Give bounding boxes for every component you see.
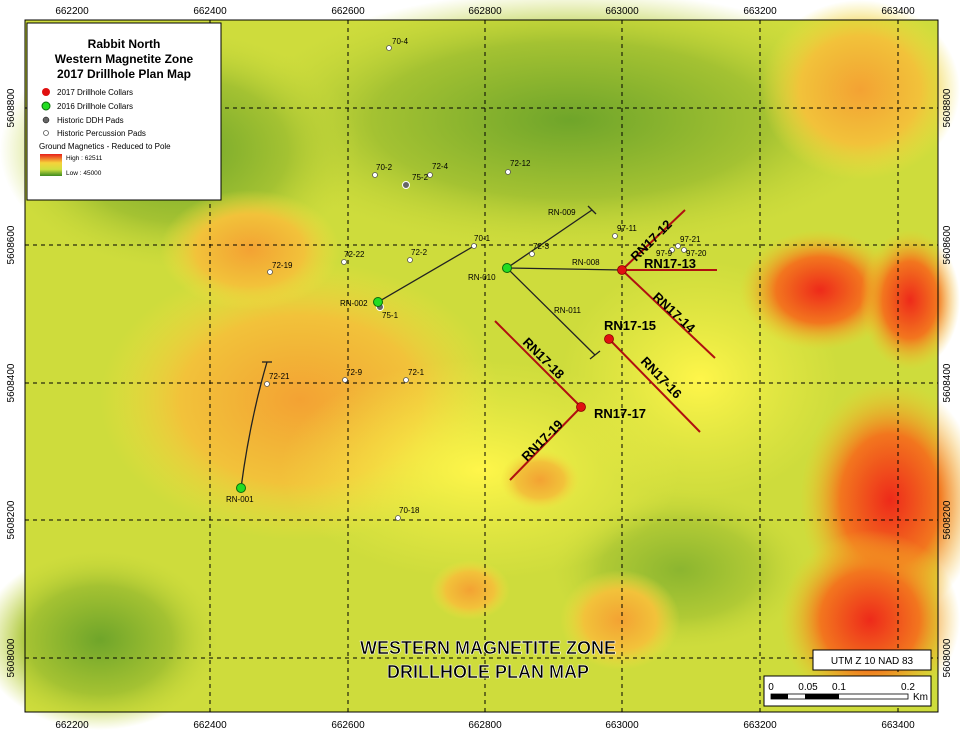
pad-label: 97-11: [617, 224, 637, 233]
legend-item: 2017 Drillhole Collars: [57, 88, 133, 97]
labels-2016: RN-001 RN-002 RN-010 RN-009 RN-008 RN-01…: [226, 208, 600, 504]
traces-2017: [494, 209, 717, 481]
x-label: 662800: [468, 720, 502, 731]
hole-label: RN17-17: [594, 406, 646, 421]
map-frame: [24, 19, 939, 713]
pad-label: 72-9: [346, 368, 363, 377]
pad-label: 72-3: [533, 242, 550, 251]
scale-bar: 0 0.05 0.1 0.2 Km: [763, 675, 932, 707]
x-label: 662400: [193, 720, 227, 731]
x-label: 663200: [743, 720, 777, 731]
hole-label: RN17-13: [644, 256, 696, 271]
legend-title: Western Magnetite Zone: [55, 52, 194, 66]
hole-label: RN17-15: [604, 318, 656, 333]
x-label: 662600: [331, 720, 365, 731]
y-label: 5608800: [942, 88, 953, 127]
legend-high: High : 62511: [66, 155, 103, 162]
y-label: 5608000: [6, 638, 17, 677]
legend-item: 2016 Drillhole Collars: [57, 102, 133, 111]
trace: [506, 209, 593, 269]
x-label: 662200: [55, 6, 89, 17]
title-line: WESTERN MAGNETITE ZONE: [360, 638, 616, 658]
pads: [264, 45, 687, 521]
trace: [240, 361, 268, 489]
x-label: 663400: [881, 720, 915, 731]
trace: [509, 406, 582, 481]
traces-2016: [240, 205, 623, 489]
pad-label: 75-2: [412, 173, 429, 182]
pad-label: 72-2: [411, 248, 428, 257]
legend-item: Historic DDH Pads: [57, 116, 124, 125]
scale-label: 0.2: [901, 682, 915, 693]
pad-label: 97-20: [686, 249, 707, 258]
x-label: 663400: [881, 6, 915, 17]
scale-label: 0: [768, 682, 774, 693]
legend-item: Historic Percussion Pads: [57, 129, 146, 138]
pad-label: 75-1: [382, 311, 399, 320]
grid: [25, 20, 938, 712]
trace: [608, 338, 701, 433]
pad-label: 72-12: [510, 159, 531, 168]
collars-2016: [236, 263, 512, 493]
x-label: 662200: [55, 720, 89, 731]
y-label: 5608200: [6, 500, 17, 539]
x-label: 662800: [468, 6, 502, 17]
x-label: 663200: [743, 6, 777, 17]
hole-label: RN-010: [468, 273, 496, 282]
legend-low: Low : 45000: [66, 170, 102, 177]
y-label: 5608400: [942, 363, 953, 402]
pad-labels: 70-4 70-2 72-4 75-2 72-12 72-22 72-2 70-…: [269, 37, 707, 515]
y-label: 5608400: [6, 363, 17, 402]
pad-label: 72-4: [432, 162, 449, 171]
trace: [506, 267, 596, 356]
trace: [494, 320, 582, 408]
pad-label: 72-19: [272, 261, 293, 270]
pad-label: 70-18: [399, 506, 420, 515]
pad-label: 70-4: [392, 37, 409, 46]
y-label: 5608600: [942, 225, 953, 264]
projection: UTM Z 10 NAD 83: [831, 656, 914, 667]
x-label: 662600: [331, 6, 365, 17]
scale-label: 0.1: [832, 682, 846, 693]
hole-label: RN-011: [554, 306, 582, 315]
y-label: 5608600: [6, 225, 17, 264]
pad-label: 97-9: [656, 249, 673, 258]
trace: [377, 245, 475, 303]
y-label: 5608200: [942, 500, 953, 539]
pad-label: 97-21: [680, 235, 701, 244]
x-label: 663000: [605, 6, 639, 17]
hole-label: RN-009: [548, 208, 576, 217]
trace: [506, 267, 623, 271]
y-label: 5608000: [942, 638, 953, 677]
scale-label: 0.05: [798, 682, 818, 693]
pad-label: 72-1: [408, 368, 425, 377]
trace: [621, 209, 686, 271]
pad-label: 70-1: [474, 234, 491, 243]
hole-label: RN-001: [226, 495, 254, 504]
pad-label: 70-2: [376, 163, 393, 172]
x-label: 663000: [605, 720, 639, 731]
hole-label: RN-002: [340, 299, 368, 308]
y-axis-labels: 5608800 5608600 5608400 5608200 5608000 …: [6, 88, 953, 677]
legend-title: Rabbit North: [88, 37, 161, 51]
x-axis-labels: 662200 662400 662600 662800 663000 66320…: [55, 6, 915, 731]
pad-label: 72-22: [344, 250, 365, 259]
legend-ramp-title: Ground Magnetics - Reduced to Pole: [39, 142, 171, 151]
collars-2017: [576, 265, 627, 412]
hole-label: RN-008: [572, 258, 600, 267]
pad-label: 72-21: [269, 372, 290, 381]
scale-unit: Km: [913, 692, 928, 703]
trace: [621, 269, 716, 359]
map-title: WESTERN MAGNETITE ZONE DRILLHOLE PLAN MA…: [360, 638, 617, 683]
legend: Rabbit North Western Magnetite Zone 2017…: [26, 22, 222, 201]
projection-box: [812, 649, 932, 671]
legend-title: 2017 Drillhole Plan Map: [57, 67, 191, 81]
title-line: DRILLHOLE PLAN MAP: [387, 662, 589, 682]
x-label: 662400: [193, 6, 227, 17]
y-label: 5608800: [6, 88, 17, 127]
